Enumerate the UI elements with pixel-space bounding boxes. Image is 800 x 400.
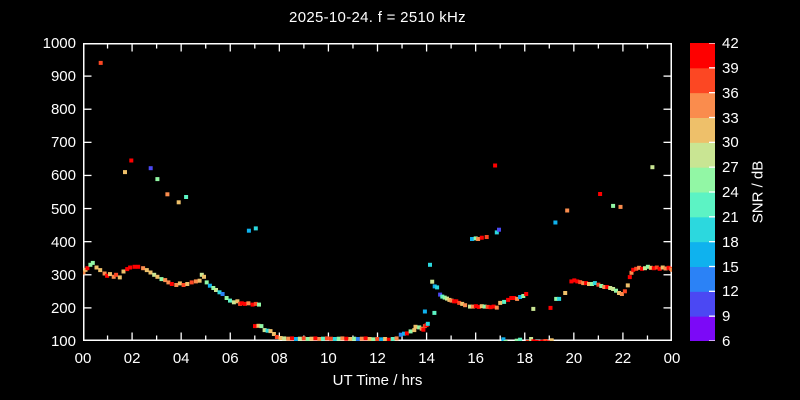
x-tick-label: 22 <box>614 350 632 367</box>
y-tick-label: 300 <box>50 266 76 284</box>
colorbar-tick-label: 6 <box>722 333 731 350</box>
plot-title: 2025-10-24. f = 2510 kHz <box>289 9 466 26</box>
colorbar-tick-label: 42 <box>722 35 739 52</box>
colorbar-gradient <box>690 42 715 342</box>
x-tick-label: 12 <box>369 350 386 367</box>
colorbar-tick-label: 12 <box>722 283 739 301</box>
colorbar-tick-label: 9 <box>722 308 731 326</box>
colorbar-label: SNR / dB <box>749 160 767 224</box>
y-tick-label: 500 <box>50 200 76 218</box>
y-tick-label: 200 <box>50 299 76 317</box>
y-tick-label: 800 <box>50 101 76 119</box>
colorbar-tick-label: 33 <box>722 109 739 127</box>
x-tick-label: 18 <box>516 350 534 367</box>
y-tick-label: 100 <box>50 333 76 350</box>
x-axis-label: UT Time / hrs <box>332 372 423 389</box>
x-tick-label: 02 <box>123 350 141 367</box>
colorbar-tick-label: 36 <box>722 84 739 102</box>
y-tick-label: 900 <box>50 68 76 86</box>
x-tick-label: 06 <box>221 350 239 367</box>
y-tick-label: 700 <box>50 134 76 152</box>
x-tick-label: 10 <box>320 350 337 367</box>
colorbar-tick-label: 15 <box>722 258 739 276</box>
colorbar <box>690 42 715 342</box>
x-tick-label: 16 <box>467 350 484 367</box>
colorbar-tick-label: 30 <box>722 134 739 152</box>
y-tick-label: 600 <box>50 167 76 185</box>
colorbar-tick-label: 18 <box>722 233 739 251</box>
colorbar-tick-label: 24 <box>722 184 739 201</box>
colorbar-tick-label: 39 <box>722 59 739 77</box>
x-tick-label: 00 <box>74 350 92 367</box>
y-tick-label: 1000 <box>42 35 76 52</box>
colorbar-tick-label: 21 <box>722 208 739 226</box>
plot-area[interactable] <box>83 43 672 341</box>
y-tick-label: 400 <box>50 233 76 251</box>
scatter-canvas <box>83 43 672 341</box>
x-tick-label: 04 <box>172 350 190 367</box>
x-tick-label: 14 <box>418 350 435 367</box>
x-tick-label: 08 <box>270 350 288 367</box>
x-tick-label: 20 <box>565 350 583 367</box>
colorbar-tick-label: 27 <box>722 159 739 177</box>
x-tick-label: 00 <box>663 350 681 367</box>
